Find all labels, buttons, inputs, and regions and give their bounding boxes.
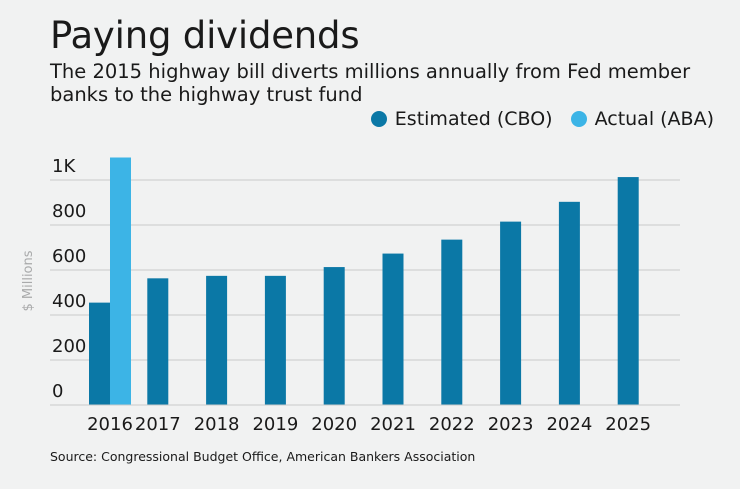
bar-estimated-2025 — [617, 177, 639, 405]
legend-label-actual: Actual (ABA) — [594, 108, 714, 130]
bar-estimated-2017 — [147, 278, 169, 405]
legend: Estimated (CBO) Actual (ABA) — [353, 108, 714, 130]
y-tick-label: 1K — [52, 156, 76, 177]
source-note: Source: Congressional Budget Office, Ame… — [50, 449, 476, 464]
chart-subtitle: The 2015 highway bill diverts millions a… — [50, 60, 691, 106]
bar-estimated-2024 — [558, 201, 580, 405]
bar-estimated-2018 — [206, 275, 228, 405]
bar-estimated-2021 — [382, 253, 404, 405]
x-tick-label: 2024 — [546, 414, 592, 435]
bar-estimated-2016 — [89, 302, 110, 405]
y-tick-label: 400 — [52, 291, 86, 312]
y-tick-label: 200 — [52, 336, 86, 357]
x-tick-label: 2025 — [605, 414, 651, 435]
bar-estimated-2023 — [500, 221, 522, 405]
legend-item-estimated: Estimated (CBO) — [370, 108, 553, 130]
x-tick-label: 2017 — [135, 414, 181, 435]
y-axis-label: $ Millions — [21, 250, 36, 311]
chart-title: Paying dividends — [50, 14, 360, 57]
legend-label-estimated: Estimated (CBO) — [394, 108, 553, 130]
x-tick-label: 2020 — [311, 414, 357, 435]
x-tick-label: 2021 — [370, 414, 416, 435]
y-tick-label: 0 — [52, 381, 63, 402]
y-tick-label: 800 — [52, 201, 86, 222]
legend-swatch-estimated — [370, 111, 387, 127]
bar-actual-2016 — [110, 157, 131, 405]
legend-swatch-actual — [570, 111, 587, 127]
bar-estimated-2022 — [441, 239, 463, 405]
x-tick-label: 2018 — [194, 414, 240, 435]
y-tick-label: 600 — [52, 246, 86, 267]
bar-estimated-2020 — [323, 267, 345, 405]
x-tick-label: 2023 — [488, 414, 534, 435]
x-tick-label: 2019 — [252, 414, 298, 435]
x-tick-label: 2016 — [87, 414, 133, 435]
x-tick-label: 2022 — [429, 414, 475, 435]
bar-estimated-2019 — [264, 275, 286, 405]
legend-item-actual: Actual (ABA) — [570, 108, 714, 130]
